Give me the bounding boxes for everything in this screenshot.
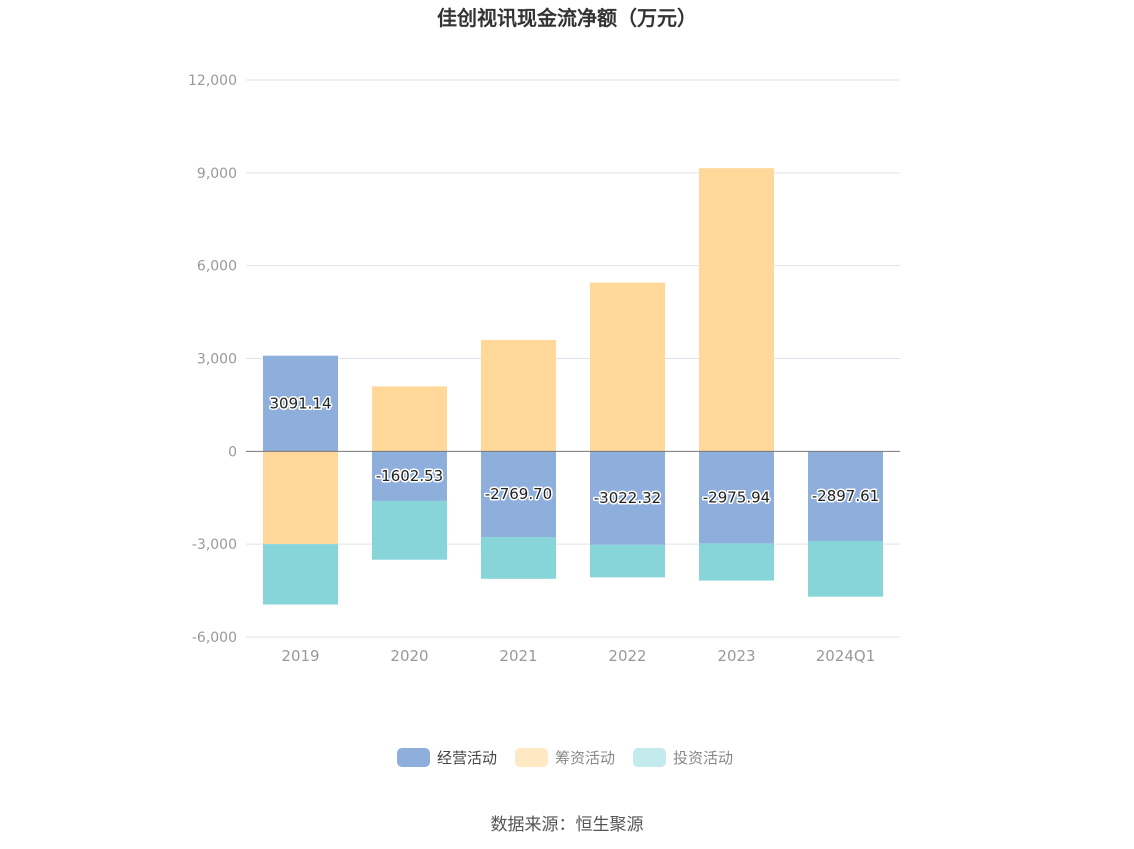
- bar-investing: [372, 500, 447, 560]
- y-tick-label: 3,000: [197, 352, 237, 368]
- bar-operating: [372, 451, 447, 501]
- bar-financing: [699, 168, 774, 452]
- bar-financing: [372, 386, 447, 452]
- bar-investing: [263, 544, 338, 605]
- legend-swatch-operating: [397, 748, 430, 767]
- bar-operating: [699, 451, 774, 544]
- x-tick-label: 2023: [717, 647, 755, 665]
- legend-swatch-financing: [515, 748, 548, 767]
- bar-financing: [590, 282, 665, 452]
- data-label: -2769.70: [485, 485, 552, 503]
- x-tick-label: 2021: [499, 647, 537, 665]
- y-tick-label: 9,000: [197, 166, 237, 182]
- legend-label-operating: 经营活动: [437, 749, 497, 767]
- data-label: -2897.61: [812, 487, 879, 505]
- x-axis: 2019 2020 2021 2022 2023 2024Q1: [246, 636, 900, 665]
- data-label: -1602.53: [376, 467, 443, 485]
- legend-label-investing: 投资活动: [673, 749, 733, 767]
- data-label: -3022.32: [594, 489, 661, 507]
- bar-investing: [590, 544, 665, 578]
- data-label: 3091.14: [269, 395, 331, 413]
- bar-investing: [808, 540, 883, 597]
- data-label: -2975.94: [703, 488, 770, 506]
- chart-title: 佳创视讯现金流净额（万元）: [437, 6, 697, 30]
- bar-financing: [263, 451, 338, 545]
- data-labels: 3091.14 -1602.53 -2769.70 -3022.32 -2975.94 -…: [268, 393, 881, 509]
- bar-operating: [808, 451, 883, 541]
- bar-investing: [481, 537, 556, 579]
- bar-operating: [481, 451, 556, 538]
- bars: [263, 168, 883, 605]
- bar-operating: [590, 451, 665, 545]
- legend-label-financing: 筹资活动: [555, 749, 615, 767]
- source-note: 数据来源：恒生聚源: [491, 815, 644, 835]
- y-tick-label: 12,000: [188, 73, 237, 89]
- y-axis: -6,000 -3,000 0 3,000 6,000 9,000 12,000: [188, 73, 237, 646]
- grid-lines: [246, 79, 900, 638]
- x-tick-label: 2019: [281, 647, 319, 665]
- x-tick-label: 2024Q1: [816, 647, 876, 665]
- legend-swatch-investing: [633, 748, 666, 767]
- x-tick-label: 2020: [390, 647, 428, 665]
- y-tick-label: 6,000: [197, 259, 237, 275]
- y-tick-label: -3,000: [192, 537, 237, 553]
- y-tick-label: 0: [228, 444, 237, 460]
- y-tick-label: -6,000: [192, 630, 237, 646]
- legend: 经营活动 筹资活动 投资活动: [397, 748, 733, 767]
- bar-investing: [699, 543, 774, 581]
- bar-financing: [481, 339, 556, 452]
- x-tick-label: 2022: [608, 647, 646, 665]
- bar-operating: [263, 355, 338, 452]
